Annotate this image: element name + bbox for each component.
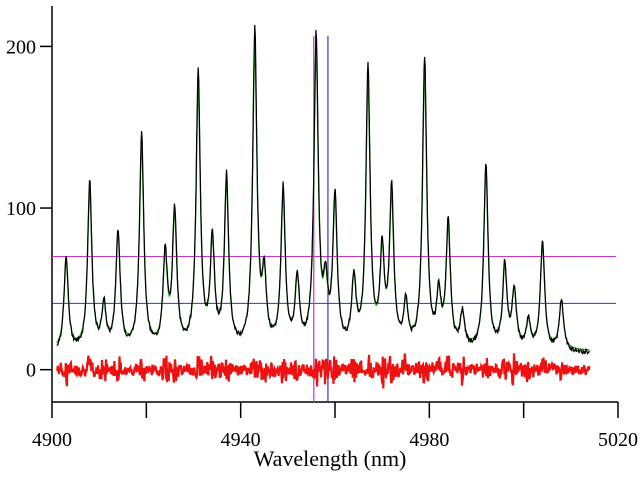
y-tick-label: 100 xyxy=(6,198,36,220)
y-tick-label: 0 xyxy=(26,360,36,382)
reference-lines xyxy=(52,36,616,402)
y-axis-ticks: 0 100 200 xyxy=(6,36,52,382)
y-tick-label: 200 xyxy=(6,36,36,58)
x-tick-label: 5020 xyxy=(598,429,638,451)
plot-area: 4900 4940 4980 5020 0 100 200 xyxy=(6,6,638,451)
x-tick-label: 4940 xyxy=(221,429,261,451)
series-observed-line xyxy=(56,24,590,355)
x-tick-label: 4900 xyxy=(32,429,72,451)
series-residual-line xyxy=(56,353,591,389)
x-tick-label: 4980 xyxy=(409,429,449,451)
x-axis-ticks: 4900 4940 4980 5020 xyxy=(32,402,638,451)
x-axis-title: Wavelength (nm) xyxy=(254,446,407,471)
